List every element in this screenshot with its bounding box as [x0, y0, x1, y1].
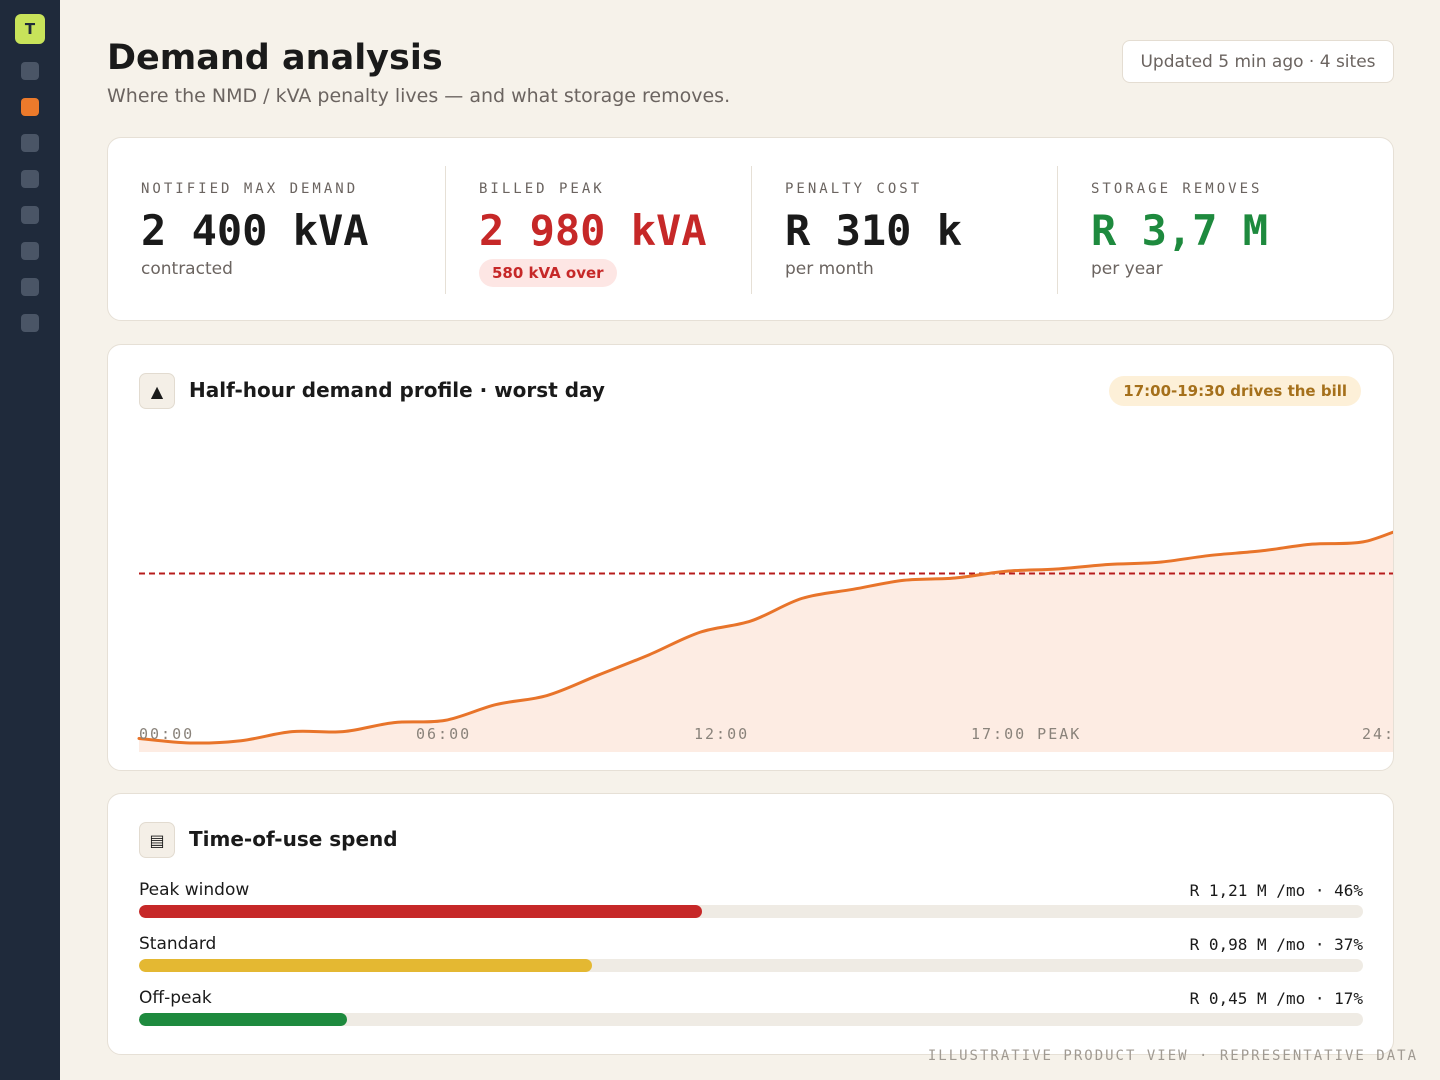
demand-line — [137, 530, 1393, 745]
tou-row-off-peak: Off-peak R 0,45 M /mo · 17% — [139, 988, 1363, 1032]
tou-bar-fill — [139, 905, 703, 918]
kpi-label: STORAGE REMOVES — [1091, 181, 1263, 197]
tou-value: R 0,45 M /mo · 17% — [1189, 989, 1363, 1008]
tou-label: Off-peak — [139, 988, 212, 1008]
sidebar-item-5[interactable] — [21, 206, 39, 224]
x-tick-label: 06:00 — [416, 725, 471, 743]
sidebar-item-1[interactable] — [21, 62, 39, 80]
kpi-card: NOTIFIED MAX DEMAND 2 400 kVA contracted… — [107, 137, 1394, 321]
tou-bar-fill — [139, 1013, 348, 1026]
tou-row-standard: Standard R 0,98 M /mo · 37% — [139, 934, 1363, 978]
sidebar: T — [0, 0, 60, 1080]
triangle-icon: ▲ — [139, 373, 175, 409]
sidebar-item-7[interactable] — [21, 278, 39, 296]
demand-area — [139, 532, 1393, 752]
x-tick-label: 00:00 — [139, 725, 194, 743]
x-tick-label: 12:00 — [694, 725, 749, 743]
tou-bar-fill — [139, 959, 592, 972]
tou-label: Standard — [139, 934, 217, 954]
kpi-label: NOTIFIED MAX DEMAND — [141, 181, 359, 197]
kpi-label: PENALTY COST — [785, 181, 923, 197]
page-title: Demand analysis — [107, 38, 443, 78]
over-badge: 580 kVA over — [479, 259, 617, 287]
kpi-value: 2 980 kVA — [479, 206, 707, 255]
tou-track — [139, 1013, 1363, 1026]
tou-label: Peak window — [139, 880, 250, 900]
demand-chart: 00:00 06:00 12:00 17:00 PEAK 24:00 — [137, 530, 1394, 752]
kpi-value: R 310 k — [785, 206, 963, 255]
kpi-divider — [445, 166, 446, 294]
kpi-divider — [1057, 166, 1058, 294]
tou-track — [139, 905, 1363, 918]
list-icon: ▤ — [139, 822, 175, 858]
kpi-value: 2 400 kVA — [141, 206, 369, 255]
sidebar-item-2[interactable] — [21, 98, 39, 116]
kpi-note: per year — [1091, 259, 1163, 279]
demand-chart-card: ▲ Half-hour demand profile · worst day 1… — [107, 344, 1394, 771]
tou-title: Time-of-use spend — [189, 827, 398, 851]
page-subtitle: Where the NMD / kVA penalty lives — and … — [107, 85, 731, 107]
chart-title: Half-hour demand profile · worst day — [189, 378, 605, 402]
footer-note: ILLUSTRATIVE PRODUCT VIEW · REPRESENTATI… — [927, 1048, 1418, 1064]
sidebar-item-4[interactable] — [21, 170, 39, 188]
tou-value: R 1,21 M /mo · 46% — [1189, 881, 1363, 900]
updated-badge[interactable]: Updated 5 min ago · 4 sites — [1122, 40, 1394, 83]
tou-value: R 0,98 M /mo · 37% — [1189, 935, 1363, 954]
kpi-note: contracted — [141, 259, 233, 279]
x-tick-label: 17:00 PEAK — [971, 725, 1081, 743]
x-tick-label: 24:00 — [1362, 725, 1394, 743]
sidebar-item-8[interactable] — [21, 314, 39, 332]
tou-track — [139, 959, 1363, 972]
sidebar-item-3[interactable] — [21, 134, 39, 152]
tou-card: ▤ Time-of-use spend Peak window R 1,21 M… — [107, 793, 1394, 1055]
app-logo[interactable]: T — [15, 14, 45, 44]
peak-window-badge: 17:00-19:30 drives the bill — [1109, 376, 1361, 406]
kpi-divider — [751, 166, 752, 294]
tou-row-peak: Peak window R 1,21 M /mo · 46% — [139, 880, 1363, 924]
kpi-value: R 3,7 M — [1091, 206, 1269, 255]
sidebar-item-6[interactable] — [21, 242, 39, 260]
kpi-label: BILLED PEAK — [479, 181, 605, 197]
kpi-note: per month — [785, 259, 874, 279]
